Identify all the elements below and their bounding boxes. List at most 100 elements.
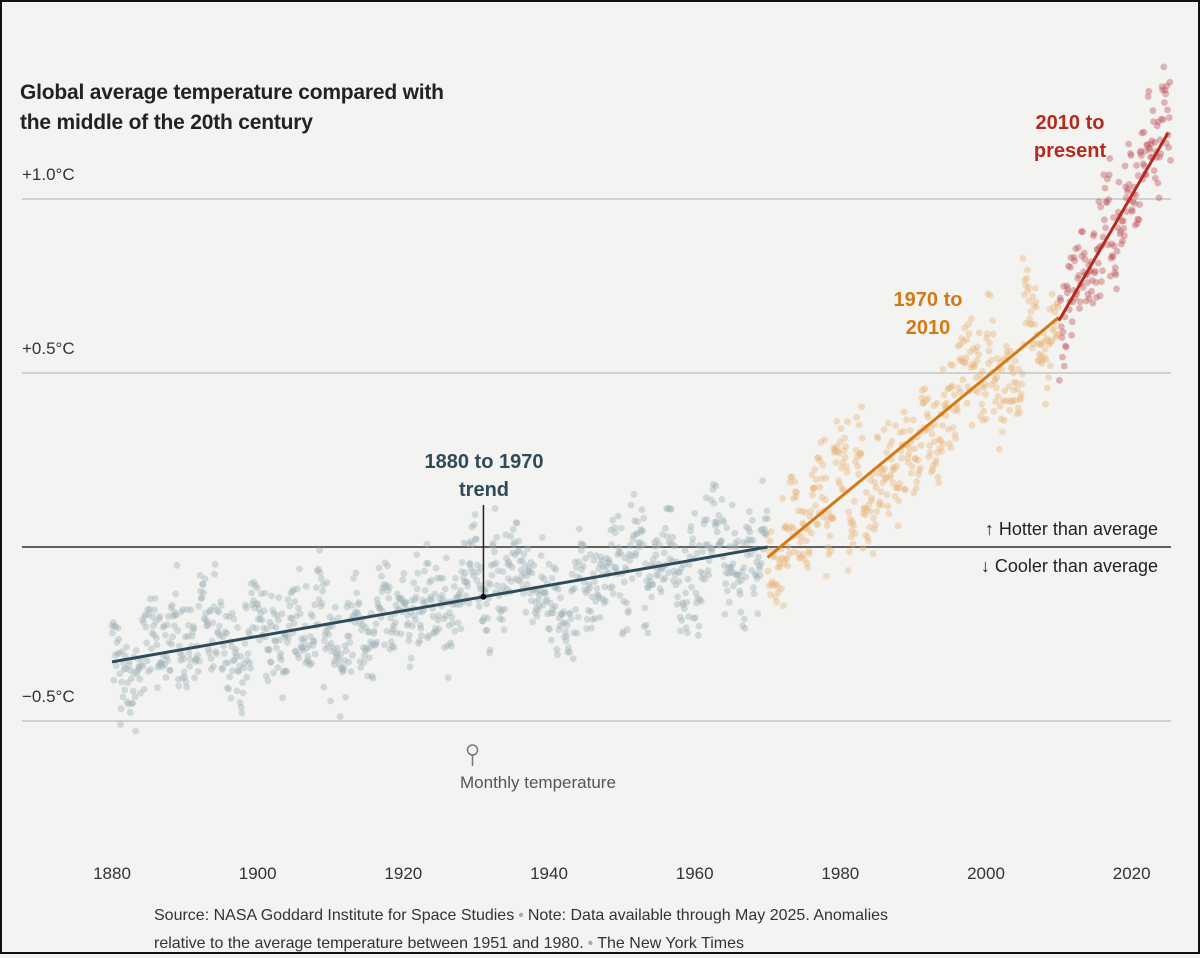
monthly-temperature-dot xyxy=(395,594,402,602)
monthly-temperature-dot xyxy=(317,602,325,610)
monthly-temperature-dot xyxy=(776,560,784,568)
monthly-temperature-dot xyxy=(959,376,967,384)
monthly-temperature-dot xyxy=(469,540,476,548)
monthly-temperature-dot xyxy=(285,634,292,641)
monthly-temperature-dot xyxy=(1053,331,1060,339)
monthly-temperature-dot xyxy=(739,539,747,546)
monthly-temperature-dot xyxy=(1040,354,1048,361)
monthly-temperature-dot xyxy=(764,515,771,522)
monthly-temperature-dot xyxy=(171,622,178,630)
monthly-temperature-dot xyxy=(786,550,793,557)
monthly-temperature-dot xyxy=(967,364,975,371)
monthly-temperature-dot xyxy=(294,604,302,612)
monthly-temperature-dot xyxy=(208,666,215,673)
monthly-temperature-dot xyxy=(408,597,416,604)
monthly-temperature-dot xyxy=(123,643,130,651)
monthly-temperature-dot xyxy=(542,589,549,597)
monthly-temperature-dot xyxy=(762,530,770,537)
monthly-temperature-dot xyxy=(517,578,524,585)
monthly-temperature-dot xyxy=(150,631,158,639)
monthly-temperature-dot xyxy=(180,668,188,676)
monthly-temperature-dot xyxy=(1024,287,1032,294)
monthly-temperature-dot xyxy=(718,537,725,545)
monthly-temperature-dot xyxy=(447,639,455,647)
monthly-temperature-dot xyxy=(819,461,827,469)
monthly-temperature-dot xyxy=(589,570,597,578)
monthly-temperature-dot xyxy=(886,442,893,450)
monthly-temperature-dot xyxy=(790,495,797,502)
monthly-temperature-dot xyxy=(174,675,182,683)
monthly-temperature-dot xyxy=(799,519,807,527)
monthly-temperature-dot xyxy=(818,475,825,482)
monthly-temperature-dot xyxy=(213,650,220,658)
monthly-temperature-dot xyxy=(334,644,342,652)
monthly-temperature-dot xyxy=(819,513,827,521)
monthly-temperature-dot xyxy=(117,721,124,728)
monthly-temperature-dot xyxy=(908,462,916,470)
monthly-temperature-dot xyxy=(494,567,502,575)
monthly-temperature-dot xyxy=(1016,409,1023,416)
monthly-temperature-dot xyxy=(256,615,264,623)
monthly-temperature-dot xyxy=(437,574,444,582)
monthly-temperature-dot xyxy=(980,407,987,415)
monthly-temperature-dot xyxy=(197,595,205,602)
monthly-temperature-dot xyxy=(327,697,334,705)
monthly-temperature-dot xyxy=(424,634,431,642)
monthly-temperature-dot xyxy=(684,629,691,637)
monthly-temperature-dot xyxy=(212,648,220,656)
monthly-temperature-dot xyxy=(1049,327,1057,334)
monthly-temperature-dot xyxy=(496,615,504,622)
separator-dot: • xyxy=(518,907,524,924)
monthly-temperature-dot xyxy=(611,529,619,536)
monthly-temperature-dot xyxy=(322,628,330,635)
monthly-temperature-dot xyxy=(142,623,150,631)
monthly-temperature-dot xyxy=(355,601,362,608)
monthly-temperature-dot xyxy=(729,560,737,568)
monthly-temperature-dot xyxy=(1059,353,1066,361)
monthly-temperature-dot xyxy=(277,650,285,658)
monthly-temperature-dot xyxy=(396,595,404,603)
monthly-temperature-dot xyxy=(387,614,394,622)
monthly-temperature-dot xyxy=(114,650,121,657)
monthly-temperature-dot xyxy=(221,628,229,636)
monthly-temperature-dot xyxy=(645,581,653,589)
monthly-temperature-dot xyxy=(184,632,192,640)
monthly-temperature-dot xyxy=(203,619,211,626)
monthly-temperature-dot xyxy=(900,428,907,435)
monthly-temperature-dot xyxy=(1122,183,1129,191)
monthly-temperature-dot xyxy=(491,505,499,512)
monthly-temperature-dot xyxy=(254,615,262,623)
monthly-temperature-dot xyxy=(335,614,342,622)
monthly-temperature-dot xyxy=(793,489,800,496)
monthly-temperature-dot xyxy=(879,479,887,487)
monthly-temperature-dot xyxy=(439,575,447,582)
monthly-temperature-dot xyxy=(332,649,340,657)
monthly-temperature-dot xyxy=(602,563,610,570)
monthly-temperature-dot xyxy=(799,551,807,558)
monthly-temperature-dot xyxy=(401,600,408,608)
monthly-temperature-dot xyxy=(886,474,894,481)
monthly-temperature-dot xyxy=(556,622,564,629)
monthly-temperature-dot xyxy=(260,624,268,632)
monthly-temperature-dot xyxy=(1110,214,1117,221)
monthly-temperature-dot xyxy=(653,571,660,579)
monthly-temperature-dot xyxy=(457,587,464,595)
monthly-temperature-dot xyxy=(409,622,416,630)
monthly-temperature-dot xyxy=(1010,386,1018,394)
monthly-temperature-dot xyxy=(403,622,411,629)
monthly-temperature-dot xyxy=(986,340,993,347)
monthly-temperature-dot xyxy=(681,605,688,612)
monthly-temperature-dot xyxy=(239,679,246,686)
monthly-temperature-dot xyxy=(817,438,825,446)
monthly-temperature-dot xyxy=(855,470,862,478)
monthly-temperature-dot xyxy=(812,476,820,483)
monthly-temperature-dot xyxy=(223,684,231,692)
monthly-temperature-dot xyxy=(253,584,261,592)
monthly-temperature-dot xyxy=(1082,297,1090,305)
monthly-temperature-dot xyxy=(1063,282,1071,290)
monthly-temperature-dot xyxy=(514,548,521,556)
monthly-temperature-dot xyxy=(928,430,936,438)
monthly-temperature-dot xyxy=(1127,152,1135,159)
monthly-temperature-dot xyxy=(390,622,397,630)
monthly-temperature-dot xyxy=(944,385,952,393)
